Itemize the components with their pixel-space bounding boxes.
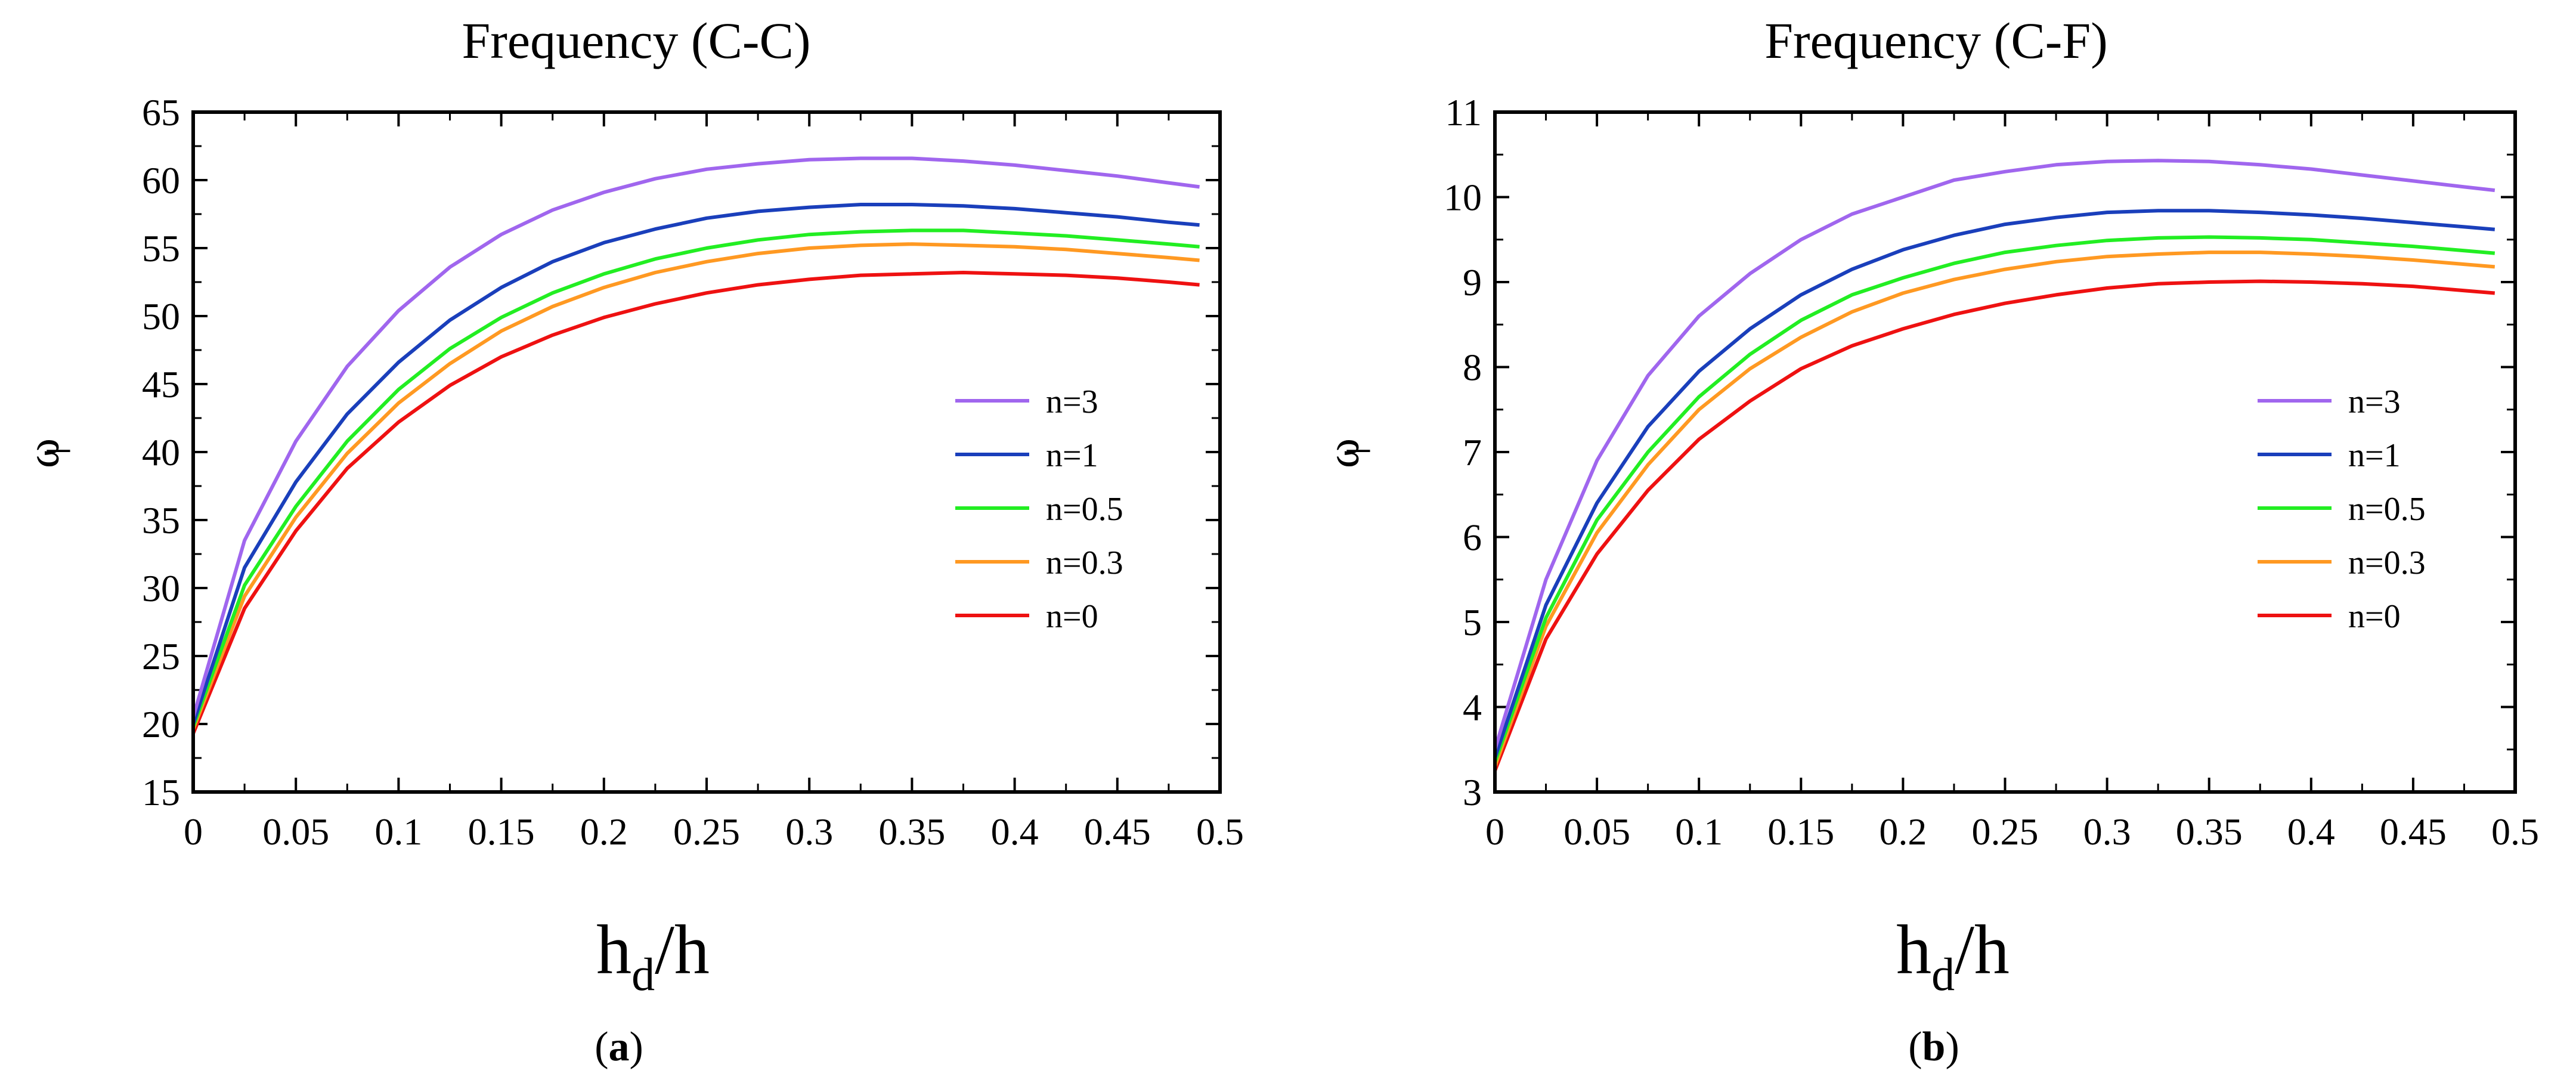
x-tick-label: 0.05 — [1563, 810, 1630, 853]
y-tick-label: 25 — [142, 635, 180, 677]
series-line-n=3 — [1493, 159, 2496, 750]
y-axis-label: _ ω — [1318, 406, 1370, 468]
plot-frame — [191, 110, 1222, 794]
x-tick-label: 0.15 — [1767, 810, 1834, 853]
x-tick-label: 0.4 — [2287, 810, 2335, 853]
x-tick-label: 0.5 — [1196, 810, 1244, 853]
x-tick-label: 0.2 — [1879, 810, 1927, 853]
x-tick-labels: 0 0.05 0.1 0.15 0.2 0.25 0.3 0.35 0.4 0.45 0.5 — [184, 810, 1244, 853]
y-tick-label: 8 — [1463, 346, 1482, 389]
x-tick-labels: 0 0.05 0.1 0.15 0.2 0.25 0.3 0.35 0.4 0.45 0.5 — [1485, 810, 2539, 853]
panel-caption: (b) — [1908, 1024, 1959, 1070]
chart-title: Frequency (C-F) — [1764, 12, 2108, 69]
x-tick-label: 0.35 — [2176, 810, 2243, 853]
y-tick-label: 55 — [142, 227, 180, 270]
plot-frame — [1493, 110, 2517, 794]
x-tick-label: 0.45 — [2380, 810, 2447, 853]
x-tick-label: 0.3 — [785, 810, 833, 853]
x-tick-label: 0.05 — [262, 810, 329, 853]
chart-title: Frequency (C-C) — [462, 12, 810, 69]
y-axis-label-bar: _ — [47, 406, 70, 456]
x-tick-label: 0 — [1485, 810, 1504, 853]
y-tick-label: 60 — [142, 159, 180, 202]
legend-label: n=3 — [2348, 383, 2401, 420]
x-tick-label: 0.4 — [991, 810, 1039, 853]
series-line-n=0 — [1493, 279, 2496, 772]
x-tick-label: 0.1 — [374, 810, 422, 853]
chart-panel-a: Frequency (C-C) 0 0.05 0.1 0.15 0.2 0.25 0.3 0.… — [18, 12, 1244, 1070]
y-axis-label-bar: _ — [1346, 406, 1370, 456]
y-tick-label: 3 — [1463, 771, 1482, 813]
series-lines — [1493, 159, 2496, 772]
x-tick-label: 0.25 — [1972, 810, 2039, 853]
y-tick-label: 4 — [1463, 686, 1482, 729]
y-tick-labels: 3 4 5 6 7 8 9 10 11 — [1444, 91, 1482, 813]
legend-label: n=0 — [1046, 598, 1098, 635]
y-tick-label: 65 — [142, 91, 180, 134]
x-tick-label: 0.35 — [878, 810, 945, 853]
legend-label: n=0.3 — [1046, 544, 1123, 581]
chart-panel-b: Frequency (C-F) 0 0.05 0.1 0.15 0.2 0.25 0.3 0.… — [1318, 12, 2539, 1070]
legend-label: n=3 — [1046, 383, 1098, 420]
y-tick-label: 7 — [1463, 431, 1482, 474]
y-tick-label: 40 — [142, 431, 180, 474]
x-tick-label: 0.25 — [673, 810, 740, 853]
x-tick-label: 0.5 — [2491, 810, 2539, 853]
series-line-n=0.3 — [191, 242, 1200, 731]
series-line-n=3 — [191, 156, 1200, 718]
x-tick-label: 0.2 — [580, 810, 628, 853]
y-tick-label: 20 — [142, 703, 180, 745]
series-lines — [191, 156, 1200, 735]
series-line-n=1 — [191, 203, 1200, 725]
legend: n=3 n=1 n=0.5 n=0.3 n=0 — [955, 383, 1123, 635]
legend-label: n=0.5 — [2348, 491, 2426, 528]
legend-label: n=1 — [1046, 437, 1098, 474]
series-line-n=0.3 — [1493, 250, 2496, 768]
y-tick-label: 10 — [1444, 177, 1482, 219]
y-tick-label: 30 — [142, 567, 180, 609]
y-axis-label-symbol: ω — [1318, 438, 1368, 468]
x-tick-label: 0.3 — [2083, 810, 2131, 853]
series-line-n=1 — [1493, 209, 2496, 759]
y-tick-label: 6 — [1463, 516, 1482, 559]
legend-label: n=0.5 — [1046, 491, 1123, 528]
series-line-n=0 — [191, 271, 1200, 735]
x-tick-label: 0 — [184, 810, 203, 853]
y-axis-label-symbol: ω — [18, 438, 69, 468]
y-tick-label: 50 — [142, 295, 180, 338]
x-tick-label: 0.1 — [1675, 810, 1723, 853]
x-tick-label: 0.15 — [468, 810, 535, 853]
legend-label: n=1 — [2348, 437, 2401, 474]
y-tick-label: 5 — [1463, 601, 1482, 643]
x-tick-label: 0.45 — [1084, 810, 1151, 853]
legend-label: n=0 — [2348, 598, 2401, 635]
y-tick-label: 15 — [142, 771, 180, 813]
y-tick-label: 45 — [142, 363, 180, 406]
y-tick-labels: 15 20 25 30 35 40 45 50 55 60 65 — [142, 91, 180, 813]
panel-caption: (a) — [595, 1024, 643, 1070]
x-axis-label: hd/h — [1896, 911, 2010, 1000]
legend: n=3 n=1 n=0.5 n=0.3 n=0 — [2258, 383, 2426, 635]
y-tick-label: 35 — [142, 499, 180, 542]
series-line-n=0.5 — [1493, 235, 2496, 763]
y-tick-label: 9 — [1463, 261, 1482, 304]
y-axis-label: _ ω — [18, 406, 70, 468]
x-axis-label: hd/h — [596, 911, 710, 1000]
legend-label: n=0.3 — [2348, 544, 2426, 581]
y-tick-label: 11 — [1445, 91, 1482, 134]
series-line-n=0.5 — [191, 228, 1200, 728]
